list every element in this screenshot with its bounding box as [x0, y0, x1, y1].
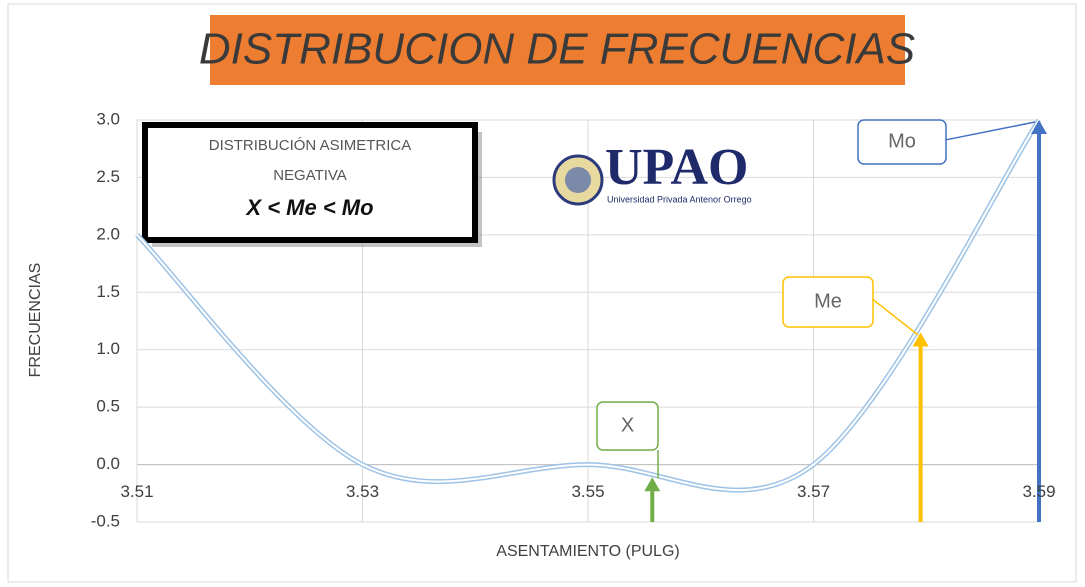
y-tick-label: -0.5: [91, 511, 120, 530]
logo-subtitle: Universidad Privada Antenor Orrego: [607, 194, 752, 204]
y-tick-label: 1.0: [96, 339, 120, 358]
callout-box: [782, 276, 874, 328]
arrow-head: [912, 332, 929, 347]
x-tick-label: 3.59: [1022, 482, 1055, 501]
y-tick-label: 0.5: [96, 397, 120, 416]
y-tick-label: 0.0: [96, 454, 120, 473]
chart-border: [7, 3, 1077, 583]
y-tick-label: 2.5: [96, 167, 120, 186]
x-tick-label: 3.53: [346, 482, 379, 501]
logo-name: UPAO: [605, 139, 748, 196]
x-tick-label: 3.51: [120, 482, 153, 501]
arrow-head: [1031, 120, 1047, 134]
callout-connector: [872, 298, 919, 336]
callout-connector: [945, 121, 1036, 141]
callout-label: Me: [814, 290, 842, 312]
callout-box: [857, 119, 947, 165]
title-banner: [210, 15, 905, 85]
callout-label: X: [621, 414, 634, 436]
callout-box: [596, 401, 659, 451]
y-tick-label: 3.0: [96, 109, 120, 128]
logo-emblem: [565, 167, 591, 193]
y-tick-label: 1.5: [96, 282, 120, 301]
x-tick-label: 3.55: [571, 482, 604, 501]
callout-label: Mo: [888, 130, 916, 152]
y-tick-label: 2.0: [96, 224, 120, 243]
info-text: X < Me < Mo: [244, 195, 373, 220]
x-tick-label: 3.57: [797, 482, 830, 501]
info-text: DISTRIBUCIÓN ASIMETRICA: [209, 137, 412, 154]
chart-title: DISTRIBUCION DE FRECUENCIAS: [199, 25, 915, 74]
y-axis-label: FRECUENCIAS: [27, 263, 44, 378]
info-box: [142, 122, 478, 243]
x-axis-label: ASENTAMIENTO (PULG): [496, 543, 679, 560]
arrow-head: [644, 477, 661, 492]
info-text: NEGATIVA: [273, 167, 347, 184]
